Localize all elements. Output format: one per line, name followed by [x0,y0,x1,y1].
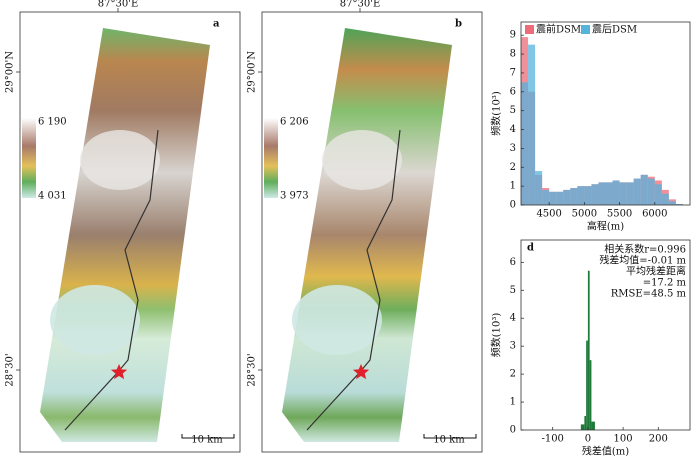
hist-bar [549,191,557,205]
y-tick-label: 7 [510,67,516,78]
hist-bar [605,182,613,205]
plot-frame [520,21,691,206]
hist-bar [586,340,588,430]
epicenter-star [110,364,128,380]
scale-bar [423,434,477,439]
hist-bar [619,182,627,205]
lat-label: 28°30' [5,353,16,386]
snow-area [80,130,160,190]
legend-label: 震后DSM [592,24,637,36]
colorbar-max: 6 206 [280,117,309,128]
lat-label: 28°30' [247,353,258,386]
hist-bar [654,184,662,205]
x-tick-label: 5000 [572,209,597,220]
y-tick-label: 2 [510,162,516,173]
colorbar-min: 4 031 [38,191,67,202]
colorbar-max: 6 190 [38,117,67,128]
lake-area [292,285,382,355]
hist-bar [626,182,634,205]
hist-bar [584,416,587,430]
y-tick-label: 5 [510,105,516,116]
y-tick-label: 3 [510,341,516,352]
panel-label: b [455,19,462,30]
hist-bar [587,270,590,430]
y-tick-label: 6 [510,86,516,97]
scale-bar [181,434,235,439]
annotation: 平均残差距离 [626,265,686,278]
annotation: RMSE=48.5 m [611,289,687,300]
x-tick-label: 100 [614,434,633,445]
y-tick-label: 9 [510,30,516,41]
hist-bar [598,182,606,205]
hist-bar [580,424,585,430]
hist-bar [591,184,599,205]
hist-bar [577,186,585,205]
hist-bar [542,189,550,205]
hist-bar [528,44,536,205]
x-tick-label: -100 [541,434,563,445]
lat-label: 29°00'N [247,51,258,93]
hist-bar [591,421,595,430]
y-axis-label: 频数(10³) [490,313,503,358]
scale-label: 10 km [433,435,465,446]
y-tick-label: 4 [510,313,516,324]
hist-bar [675,204,683,205]
hist-bar [584,186,592,205]
scale-label: 10 km [191,435,223,446]
hist-bar [633,178,641,205]
colorbar [22,118,36,198]
y-tick-label: 5 [510,285,516,296]
panel-label: a [213,19,220,30]
x-tick-label: 200 [649,434,668,445]
epicenter-star [352,364,370,380]
y-tick-label: 0 [510,200,516,211]
x-tick-label: 5500 [607,209,632,220]
hist-bar [535,171,543,205]
hist-bar [556,191,564,205]
y-tick-label: 1 [510,181,516,192]
y-tick-label: 8 [510,49,516,60]
y-axis-label: 频数(10³) [490,91,503,136]
y-tick-label: 1 [510,397,516,408]
hist-bar [570,188,578,205]
hist-bar [668,201,676,205]
hist-bar [589,360,592,430]
lon-label: 87°30'E [98,0,139,10]
lake-area [50,285,140,355]
lon-label: 87°30'E [340,0,381,10]
legend-swatch [581,25,590,34]
x-tick-label: 6000 [642,209,667,220]
annotation: 残差均值=-0.01 m [599,254,686,267]
colorbar [264,118,278,198]
legend-label: 震前DSM [536,23,581,36]
hist-bar [521,82,529,205]
x-tick-label: 4500 [536,209,561,220]
y-tick-label: 6 [510,257,516,268]
annotation: =17.2 m [643,278,687,289]
hist-bar [640,174,648,205]
y-tick-label: 2 [510,369,516,380]
x-axis-label: 残差值(m) [582,445,629,458]
lat-label: 29°00'N [5,51,16,93]
y-tick-label: 4 [510,124,516,135]
snow-area [322,130,402,190]
hist-bar [612,180,620,205]
hist-bar [563,189,571,205]
y-tick-label: 0 [510,425,516,436]
hist-bar [661,193,669,205]
x-axis-label: 高程(m) [587,220,624,233]
annotation: 相关系数r=0.996 [604,243,686,256]
plot-frame [520,239,691,431]
hist-bar [647,178,655,205]
panel-label: d [527,243,534,254]
y-tick-label: 3 [510,143,516,154]
legend-swatch [525,25,534,34]
colorbar-min: 3 973 [280,191,309,202]
x-tick-label: 0 [585,434,591,445]
